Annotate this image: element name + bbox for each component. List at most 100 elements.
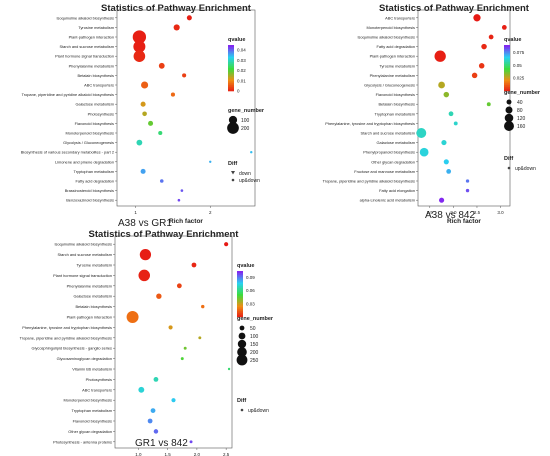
colorbar-segment	[228, 71, 234, 75]
colorbar-segment	[228, 45, 234, 48]
y-tick-label: Flavonoid biosynthesis	[376, 92, 415, 97]
y-tick-label: Starch and sucrose metabolism	[60, 44, 115, 49]
size-legend-label: 150	[250, 342, 259, 348]
colorbar-segment	[504, 83, 510, 86]
chart-title: Statistics of Pathway Enrichment	[379, 3, 530, 14]
data-point	[441, 140, 447, 146]
qvalue-legend-title: qvalue	[237, 263, 254, 269]
size-legend-label: 40	[517, 100, 523, 106]
diff-legend-marker	[240, 408, 244, 412]
colorbar-segment	[237, 272, 243, 276]
data-point	[141, 81, 149, 89]
y-tick-label: Fatty acid elongation	[379, 188, 415, 193]
colorbar-segment	[228, 89, 234, 92]
x-tick-label: 2	[209, 210, 212, 215]
colorbar-segment	[504, 60, 510, 63]
y-tick-label: Vitamin B6 metabolism	[72, 367, 112, 372]
colorbar-segment	[228, 69, 234, 73]
y-tick-label: Limonene and pinene degradation	[55, 159, 114, 164]
data-point	[189, 440, 193, 444]
data-point	[136, 139, 143, 146]
colorbar-segment	[504, 48, 510, 52]
y-tick-label: Plant-pathogen interaction	[67, 315, 112, 320]
x-axis-label: Rich factor	[447, 218, 481, 225]
y-tick-label: Photosynthesis	[88, 111, 114, 116]
size-legend-label: 200	[241, 126, 250, 132]
data-point	[180, 189, 184, 192]
colorbar-segment	[228, 83, 234, 86]
data-point	[142, 111, 147, 117]
data-point	[153, 429, 159, 434]
y-tick-label: Galactose metabolism	[74, 294, 113, 299]
data-point	[434, 50, 446, 62]
colorbar-segment	[237, 299, 243, 302]
y-tick-label: Plant hormone signal transduction	[55, 54, 114, 59]
data-point	[150, 408, 156, 413]
data-point	[170, 92, 176, 97]
size-legend-label: 250	[250, 358, 259, 364]
diff-legend-title: Diff	[228, 161, 237, 167]
y-tick-label: Glycolysis / Gluconeogenesis	[364, 83, 415, 88]
colorbar-segment	[237, 276, 243, 279]
colorbar-tick-label: 0.03	[246, 301, 255, 306]
size-legend-marker	[228, 115, 238, 125]
colorbar-segment	[504, 79, 510, 82]
y-tick-label: Plant hormone signal transduction	[53, 273, 112, 278]
y-tick-label: Phenylalanine, tyrosine and tryptophan b…	[325, 121, 415, 126]
colorbar-segment	[504, 56, 510, 59]
data-point	[177, 198, 181, 202]
data-point	[465, 179, 470, 183]
diff-legend-title: Diff	[237, 398, 246, 404]
colorbar-segment	[228, 64, 234, 67]
data-point	[416, 128, 427, 138]
colorbar-segment	[228, 66, 234, 69]
y-tick-label: Isoquinoline alkaloid biosynthesis	[54, 242, 112, 247]
data-point	[448, 111, 454, 117]
colorbar-segment	[228, 77, 234, 80]
colorbar-segment	[504, 81, 510, 84]
colorbar-segment	[237, 278, 243, 281]
y-tick-label: ABC transporters	[385, 15, 415, 20]
colorbar-segment	[228, 81, 234, 84]
diff-legend-marker	[507, 166, 511, 170]
y-tick-label: Tyrosine metabolism	[76, 263, 112, 268]
size-legend-label: 160	[517, 124, 526, 130]
colorbar-segment	[228, 73, 234, 76]
y-tick-label: Monoterpenoid biosynthesis	[66, 131, 115, 136]
colorbar-segment	[504, 50, 510, 53]
diff-legend-title: Diff	[504, 156, 513, 162]
data-point	[186, 15, 192, 21]
diff-legend-label: up&down	[515, 166, 536, 172]
data-point	[227, 367, 231, 371]
y-tick-label: Galactose metabolism	[377, 140, 416, 145]
gene-number-legend-title: gene_number	[504, 90, 541, 96]
colorbar-segment	[504, 85, 510, 88]
size-legend-label: 100	[250, 334, 259, 340]
y-tick-label: Fatty acid degradation	[76, 179, 115, 184]
x-tick-label: 1	[134, 210, 137, 215]
colorbar-segment	[237, 305, 243, 308]
colorbar-tick-label: 0.04	[237, 48, 246, 53]
data-point	[126, 311, 139, 323]
y-tick-label: Flavonoid biosynthesis	[73, 419, 112, 424]
y-tick-label: Betalain biosynthesis	[378, 102, 415, 107]
y-tick-label: Other glycan degradation	[68, 429, 112, 434]
y-tick-label: Galactose metabolism	[76, 102, 115, 107]
y-tick-label: Tryptophan metabolism	[71, 408, 112, 413]
colorbar-segment	[237, 286, 243, 289]
y-tick-label: Photosynthesis - antenna proteins	[53, 439, 112, 444]
size-legend-marker	[237, 339, 247, 349]
colorbar-segment	[237, 280, 243, 283]
caption-gr1-vs-842: GR1 vs 842	[135, 438, 188, 449]
caption-a38-vs-gr1: A38 vs GR1	[118, 218, 172, 229]
data-point	[133, 50, 146, 63]
data-point	[198, 336, 202, 340]
size-legend-marker	[504, 121, 514, 131]
colorbar-segment	[504, 87, 510, 90]
colorbar-segment	[237, 292, 243, 295]
data-point	[419, 147, 429, 157]
plot-frame	[114, 235, 233, 449]
y-tick-label: Tropane, piperidine and pyridine alkaloi…	[22, 92, 114, 97]
data-point	[132, 30, 147, 44]
colorbar-segment	[228, 87, 234, 90]
